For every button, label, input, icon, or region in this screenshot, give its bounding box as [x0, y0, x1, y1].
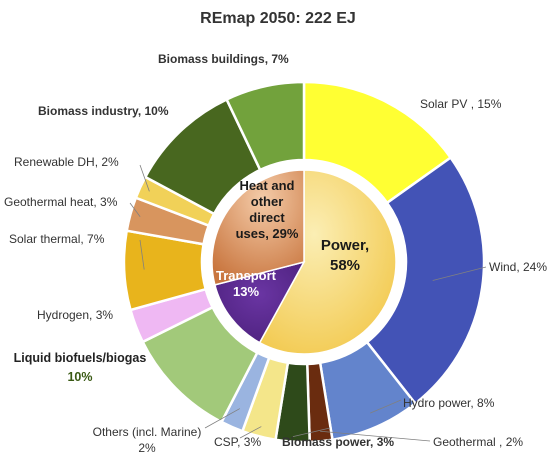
- leader-solar-thermal: [139, 239, 145, 270]
- label-hydro: Hydro power, 8%: [403, 396, 495, 410]
- label-csp: CSP, 3%: [214, 435, 261, 449]
- label-hydrogen: Hydrogen, 3%: [37, 308, 113, 322]
- inner-label-transport: 13%: [233, 284, 259, 299]
- leader-others: [204, 408, 241, 429]
- inner-segment-transport: [213, 260, 306, 344]
- chart-title: REmap 2050: 222 EJ: [200, 10, 356, 27]
- leader-lines: [129, 164, 487, 442]
- outer-ring: [122, 80, 486, 444]
- inner-label-heat: uses, 29%: [236, 226, 299, 241]
- label-others-pct: 2%: [138, 441, 156, 455]
- label-liquid-biofuels-pct: 10%: [67, 370, 92, 384]
- inner-label-power: 58%: [330, 257, 360, 274]
- outer-segment-wind: [365, 155, 486, 406]
- leader-biomass-power: [292, 427, 331, 438]
- inner-label-heat: direct: [249, 210, 285, 225]
- inner-label-power: Power,: [321, 237, 369, 254]
- label-geothermal-heat: Geothermal heat, 3%: [4, 195, 118, 209]
- leader-csp: [239, 426, 262, 439]
- label-geothermal-power: Geothermal , 2%: [433, 435, 523, 449]
- inner-label-heat: other: [251, 194, 284, 209]
- label-solar-thermal: Solar thermal, 7%: [9, 232, 105, 246]
- inner-segment-power: [258, 169, 397, 355]
- label-renewable-dh: Renewable DH, 2%: [14, 155, 119, 169]
- leader-hydro: [369, 399, 402, 414]
- label-wind: Wind, 24%: [489, 260, 547, 274]
- label-solar-pv: Solar PV , 15%: [420, 97, 502, 111]
- label-biomass-industry: Biomass industry, 10%: [38, 104, 169, 118]
- leader-geothermal-power: [320, 430, 431, 442]
- inner-label-heat: Heat and: [240, 178, 295, 193]
- leader-geothermal-heat: [129, 202, 141, 217]
- label-biomass-buildings: Biomass buildings, 7%: [158, 52, 289, 66]
- inner-label-transport: Transport: [216, 268, 277, 283]
- outer-labels: Solar PV , 15% Wind, 24% Hydro power, 8% Ge…: [4, 52, 547, 455]
- inner-segment-heat: [211, 169, 305, 286]
- leader-wind: [432, 266, 487, 281]
- outer-segment-biomass-buildings: [224, 80, 306, 172]
- leader-renewable-dh: [139, 164, 150, 192]
- inner-ring: [211, 169, 397, 355]
- label-liquid-biofuels-name: Liquid biofuels/biogas: [14, 351, 147, 365]
- label-others-name: Others (incl. Marine): [93, 425, 202, 439]
- label-biomass-power: Biomass power, 3%: [282, 435, 394, 449]
